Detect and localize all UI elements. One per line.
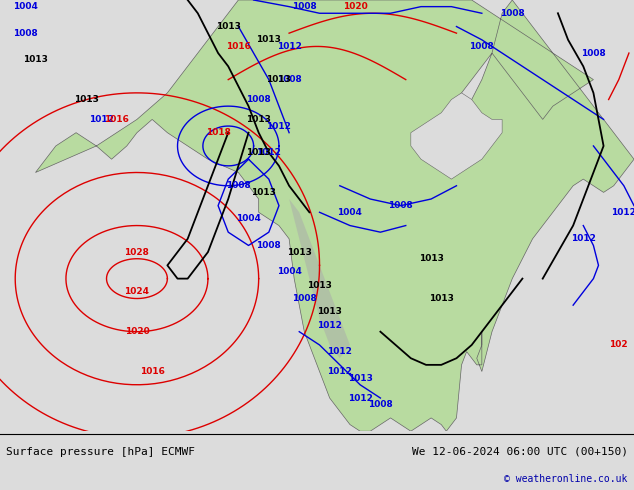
Text: 1012: 1012 <box>317 320 342 330</box>
Text: 1004: 1004 <box>236 215 261 223</box>
Text: 1013: 1013 <box>317 307 342 316</box>
Text: 1008: 1008 <box>13 29 38 38</box>
Text: 1013: 1013 <box>216 22 241 31</box>
Text: 1008: 1008 <box>388 201 413 210</box>
Polygon shape <box>289 199 350 358</box>
Polygon shape <box>36 0 634 431</box>
Text: 1020: 1020 <box>342 2 368 11</box>
Text: 1012: 1012 <box>571 234 596 244</box>
Text: 1012: 1012 <box>327 347 353 356</box>
Text: 1008: 1008 <box>581 49 606 57</box>
Text: 1012: 1012 <box>611 208 634 217</box>
Text: 1020: 1020 <box>124 327 150 336</box>
Text: 1013: 1013 <box>307 281 332 290</box>
Text: 1008: 1008 <box>256 241 281 250</box>
Polygon shape <box>411 93 502 179</box>
Text: 1016: 1016 <box>139 367 165 376</box>
Text: 1004: 1004 <box>13 2 38 11</box>
Text: 1024: 1024 <box>124 288 150 296</box>
Text: 1012: 1012 <box>276 42 302 51</box>
Text: 1013: 1013 <box>418 254 444 263</box>
Text: 1012: 1012 <box>89 115 114 124</box>
Text: 1013: 1013 <box>287 247 312 257</box>
Text: 1013: 1013 <box>74 95 99 104</box>
Text: 1013: 1013 <box>266 75 292 84</box>
Text: 1008: 1008 <box>469 42 495 51</box>
Text: 1008: 1008 <box>292 294 317 303</box>
Text: 1008: 1008 <box>226 181 251 190</box>
Text: 1004: 1004 <box>276 268 302 276</box>
Text: 102: 102 <box>609 341 628 349</box>
Text: 1012: 1012 <box>256 148 281 157</box>
Text: 1008: 1008 <box>292 2 317 11</box>
Text: 1008: 1008 <box>368 400 393 409</box>
Text: 1013: 1013 <box>251 188 276 197</box>
Text: 1013: 1013 <box>23 55 48 64</box>
Text: 1012: 1012 <box>347 393 373 402</box>
Text: 1008: 1008 <box>246 95 271 104</box>
Text: 1013: 1013 <box>246 148 271 157</box>
Text: 1013: 1013 <box>256 35 281 44</box>
Text: 1008: 1008 <box>500 9 525 18</box>
Text: © weatheronline.co.uk: © weatheronline.co.uk <box>504 474 628 485</box>
Text: 1012: 1012 <box>266 122 292 130</box>
Text: 1004: 1004 <box>337 208 363 217</box>
Text: 1016: 1016 <box>104 115 129 124</box>
Text: We 12-06-2024 06:00 UTC (00+150): We 12-06-2024 06:00 UTC (00+150) <box>411 447 628 457</box>
Text: 1016: 1016 <box>226 42 251 51</box>
Text: 1012: 1012 <box>327 367 353 376</box>
Text: 1013: 1013 <box>246 115 271 124</box>
Text: 1013: 1013 <box>347 374 373 383</box>
Text: Surface pressure [hPa] ECMWF: Surface pressure [hPa] ECMWF <box>6 447 195 457</box>
Text: 1028: 1028 <box>124 247 150 257</box>
Text: 1013: 1013 <box>429 294 454 303</box>
Text: 1018: 1018 <box>205 128 231 137</box>
Text: 1008: 1008 <box>276 75 302 84</box>
